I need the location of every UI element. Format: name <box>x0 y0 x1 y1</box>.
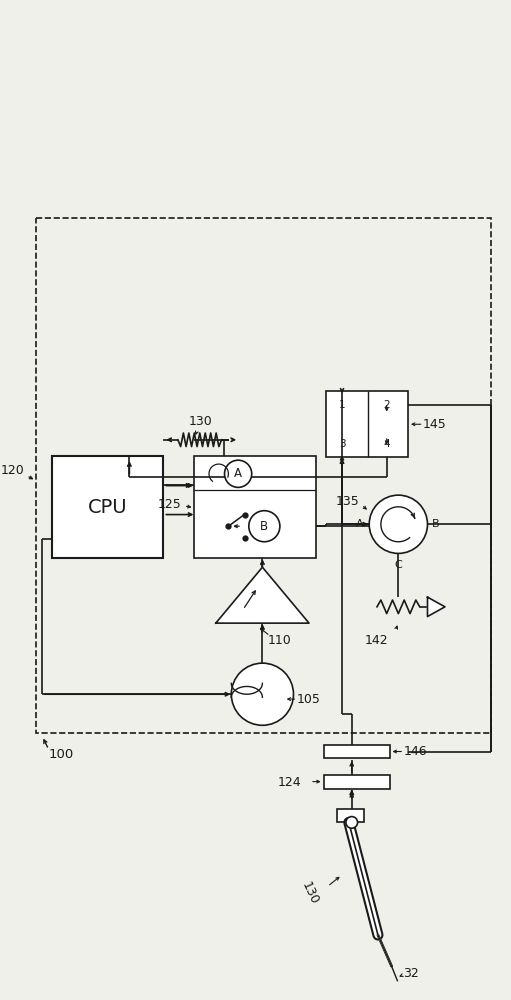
Text: A: A <box>234 467 242 480</box>
Text: 105: 105 <box>296 693 320 706</box>
Bar <box>36 218 491 733</box>
Bar <box>194 456 316 558</box>
Text: A: A <box>356 519 363 529</box>
Text: 124: 124 <box>277 776 301 789</box>
Text: 3: 3 <box>339 439 345 449</box>
Text: 130: 130 <box>299 880 321 907</box>
Polygon shape <box>428 597 445 617</box>
Text: 146: 146 <box>403 745 427 758</box>
Circle shape <box>231 663 293 725</box>
Text: B: B <box>432 519 440 529</box>
Text: 4: 4 <box>383 439 390 449</box>
Bar <box>326 391 408 457</box>
Text: B: B <box>260 520 268 533</box>
Bar <box>337 809 364 822</box>
Text: 1: 1 <box>339 400 345 410</box>
Text: 2: 2 <box>383 400 390 410</box>
Text: 135: 135 <box>336 495 360 508</box>
Circle shape <box>224 460 252 487</box>
Text: 125: 125 <box>158 498 182 511</box>
Text: 120: 120 <box>1 464 25 477</box>
Circle shape <box>249 511 280 542</box>
Bar <box>323 745 389 758</box>
Bar <box>323 775 389 789</box>
Text: 110: 110 <box>267 634 291 647</box>
Circle shape <box>346 817 358 828</box>
Text: 142: 142 <box>365 634 389 647</box>
Bar <box>52 456 164 558</box>
Text: 32: 32 <box>403 967 419 980</box>
Polygon shape <box>216 567 309 623</box>
Text: C: C <box>394 560 402 570</box>
Text: 145: 145 <box>423 418 447 431</box>
Text: CPU: CPU <box>88 498 127 517</box>
Text: 100: 100 <box>49 748 74 761</box>
Circle shape <box>369 495 428 553</box>
Text: 130: 130 <box>189 415 212 428</box>
